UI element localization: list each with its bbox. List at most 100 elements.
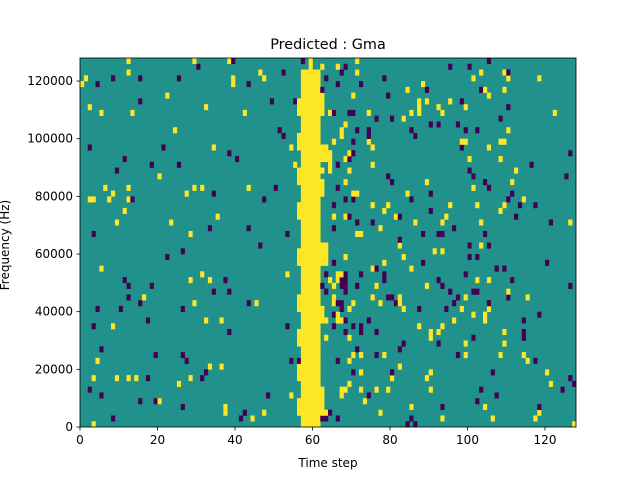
heatmap-cell [452,225,457,232]
heatmap-cell [304,138,309,145]
heatmap-cell [308,75,313,82]
heatmap-cell [486,242,492,249]
heatmap-cell [304,230,309,238]
heatmap-cell [316,346,321,353]
heatmap-cell [316,219,321,226]
heatmap-cell [316,271,321,278]
heatmap-cell [312,265,317,272]
heatmap-cell [312,98,317,105]
heatmap-cell [308,173,313,180]
x-tick-label: 0 [76,433,84,447]
heatmap-cell [428,121,433,128]
heatmap-cell [440,323,445,330]
heatmap-cell [297,409,302,416]
heatmap-cell [300,259,306,266]
heatmap-cell [169,219,174,226]
heatmap-cell [331,202,337,209]
heatmap-cell [498,138,503,145]
heatmap-cell [312,254,317,261]
heatmap-cell [308,236,313,243]
heatmap-cell [300,380,306,387]
heatmap-cell [483,317,488,324]
heatmap-cell [312,173,317,180]
heatmap-cell [316,409,321,416]
heatmap-cell [390,369,395,376]
heatmap-cell [316,328,321,336]
heatmap-cell [324,156,329,163]
heatmap-cell [545,259,550,266]
heatmap-cell [483,86,488,93]
heatmap-cell [312,352,317,359]
heatmap-cell [211,288,216,295]
heatmap-cell [378,225,383,232]
heatmap-cell [300,236,306,243]
heatmap-cell [297,248,302,255]
heatmap-cell [304,225,309,232]
heatmap-cell [436,277,441,284]
heatmap-cell [192,184,197,191]
heatmap-cell [184,357,189,364]
heatmap-cell [436,104,441,111]
heatmap-cell [343,282,348,289]
heatmap-cell [304,132,309,140]
heatmap-cell [320,150,325,157]
x-tick-label: 80 [382,433,397,447]
heatmap-cell [331,109,337,116]
heatmap-cell [118,305,123,312]
heatmap-cell [308,63,313,70]
heatmap-cell [521,334,526,341]
heatmap-cell [316,127,321,134]
heatmap-cell [300,86,306,93]
heatmap-cell [316,398,321,405]
heatmap-cell [324,242,329,249]
heatmap-cell [572,421,577,428]
heatmap-cell [308,81,313,88]
heatmap-cell [351,109,356,116]
heatmap-cell [122,277,127,284]
heatmap-cell [506,127,511,134]
heatmap-cell [374,265,379,272]
heatmap-cell [417,323,422,330]
heatmap-cell [316,202,321,209]
heatmap-cell [308,254,313,261]
heatmap-cell [316,363,321,370]
heatmap-cell [180,248,185,255]
heatmap-cell [300,323,306,330]
heatmap-cell [312,386,317,393]
heatmap-cell [312,357,317,364]
heatmap-cell [533,415,538,422]
heatmap-cell [502,202,507,209]
heatmap-cell [289,144,294,151]
heatmap-cell [231,81,236,88]
heatmap-cell [355,127,360,134]
heatmap-cell [227,58,232,65]
heatmap-cell [130,196,135,203]
x-tick-label: 120 [534,433,557,447]
heatmap-cell [312,230,317,238]
y-tick-label: 0 [65,420,73,434]
heatmap-cell [304,311,309,318]
heatmap-cell [111,323,116,330]
heatmap-cell [525,294,530,301]
heatmap-cell [316,161,321,168]
heatmap-cell [114,375,120,382]
heatmap-cell [312,190,317,197]
heatmap-cell [347,167,352,174]
heatmap-cell [521,352,526,359]
heatmap-cell [409,127,414,134]
heatmap-cell [316,150,321,157]
heatmap-cell [300,132,306,140]
heatmap-cell [262,75,267,82]
heatmap-cell [409,415,414,422]
heatmap-cell [537,403,542,411]
heatmap-cell [370,144,375,151]
heatmap-cell [339,127,344,134]
heatmap-cell [533,357,538,364]
heatmap-cell [428,386,433,393]
heatmap-cell [293,98,298,105]
heatmap-cell [308,386,313,393]
heatmap-cell [502,86,507,93]
heatmap-cell [316,294,321,301]
heatmap-cell [343,254,348,261]
heatmap-cell [308,219,313,226]
